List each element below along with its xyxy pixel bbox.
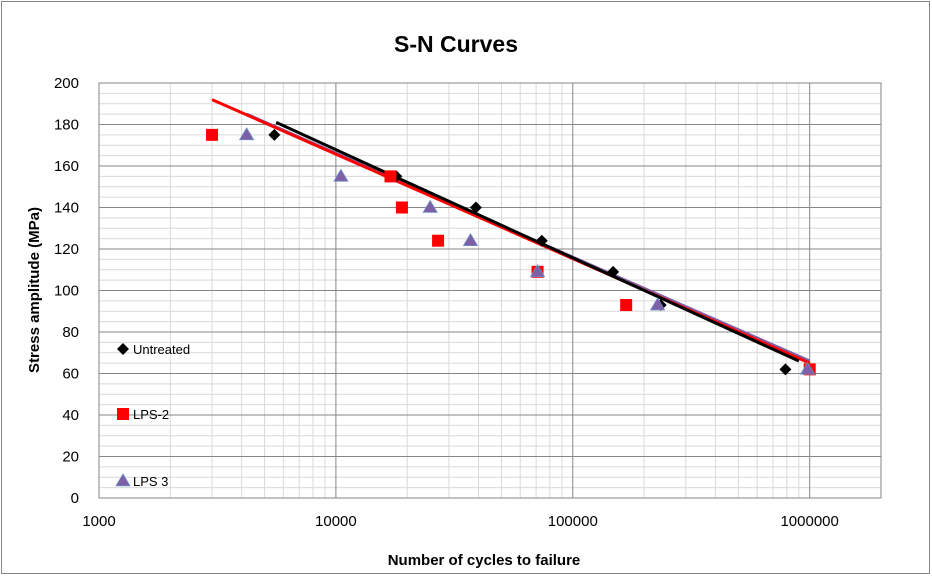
y-tick-label: 0 — [71, 490, 79, 507]
major-gridlines — [98, 82, 881, 499]
y-tick-label: 40 — [62, 407, 79, 424]
x-tick-label: 100000 — [548, 513, 598, 530]
y-tick-label: 160 — [54, 158, 79, 175]
y-tick-label: 180 — [54, 117, 79, 134]
point-lps-3 — [529, 264, 546, 278]
legend-label: LPS-2 — [133, 407, 169, 422]
point-untreated — [607, 265, 620, 278]
point-lps-2 — [384, 170, 397, 183]
legend-marker — [117, 408, 129, 420]
legend: Untreated LPS-2 LPS 3 — [115, 342, 190, 489]
legend-marker — [115, 473, 131, 487]
trendlines — [211, 98, 811, 365]
legend-marker — [117, 343, 129, 355]
x-tick-label: 10000 — [315, 513, 357, 530]
data-points — [206, 127, 816, 376]
point-lps-3 — [238, 127, 255, 141]
y-tick-label: 100 — [54, 283, 79, 300]
y-tick-label: 140 — [54, 200, 79, 217]
point-lps-2 — [395, 201, 408, 214]
y-axis-title: Stress amplitude (MPa) — [26, 207, 43, 373]
point-lps-3 — [462, 232, 479, 247]
legend-label: Untreated — [133, 342, 190, 357]
y-tick-label: 80 — [62, 324, 79, 341]
y-tick-label: 200 — [54, 75, 79, 92]
point-lps-3 — [422, 199, 438, 213]
point-lps-3 — [333, 168, 349, 182]
y-tick-label: 60 — [62, 366, 79, 383]
point-untreated — [535, 234, 548, 247]
legend-label: LPS 3 — [133, 474, 168, 489]
point-lps-3 — [649, 297, 666, 311]
point-lps-2 — [432, 234, 445, 247]
plot-area-border — [98, 82, 882, 499]
point-lps-2 — [206, 128, 219, 141]
x-axis-title: Number of cycles to failure — [388, 552, 581, 569]
x-tick-labels: 1000 10000 100000 1000000 — [82, 513, 839, 530]
point-lps-2 — [620, 299, 633, 312]
y-tick-label: 120 — [54, 241, 79, 258]
chart-title: S-N Curves — [394, 31, 518, 57]
x-tick-label: 1000 — [82, 513, 115, 530]
point-untreated — [268, 128, 281, 141]
y-tick-labels: 0 20 40 60 80 100 120 140 160 180 200 — [54, 75, 79, 507]
point-lps-3 — [799, 361, 816, 375]
x-tick-label: 1000000 — [780, 513, 838, 530]
point-untreated — [779, 363, 792, 376]
y-tick-label: 20 — [62, 449, 79, 466]
point-untreated — [469, 201, 482, 214]
